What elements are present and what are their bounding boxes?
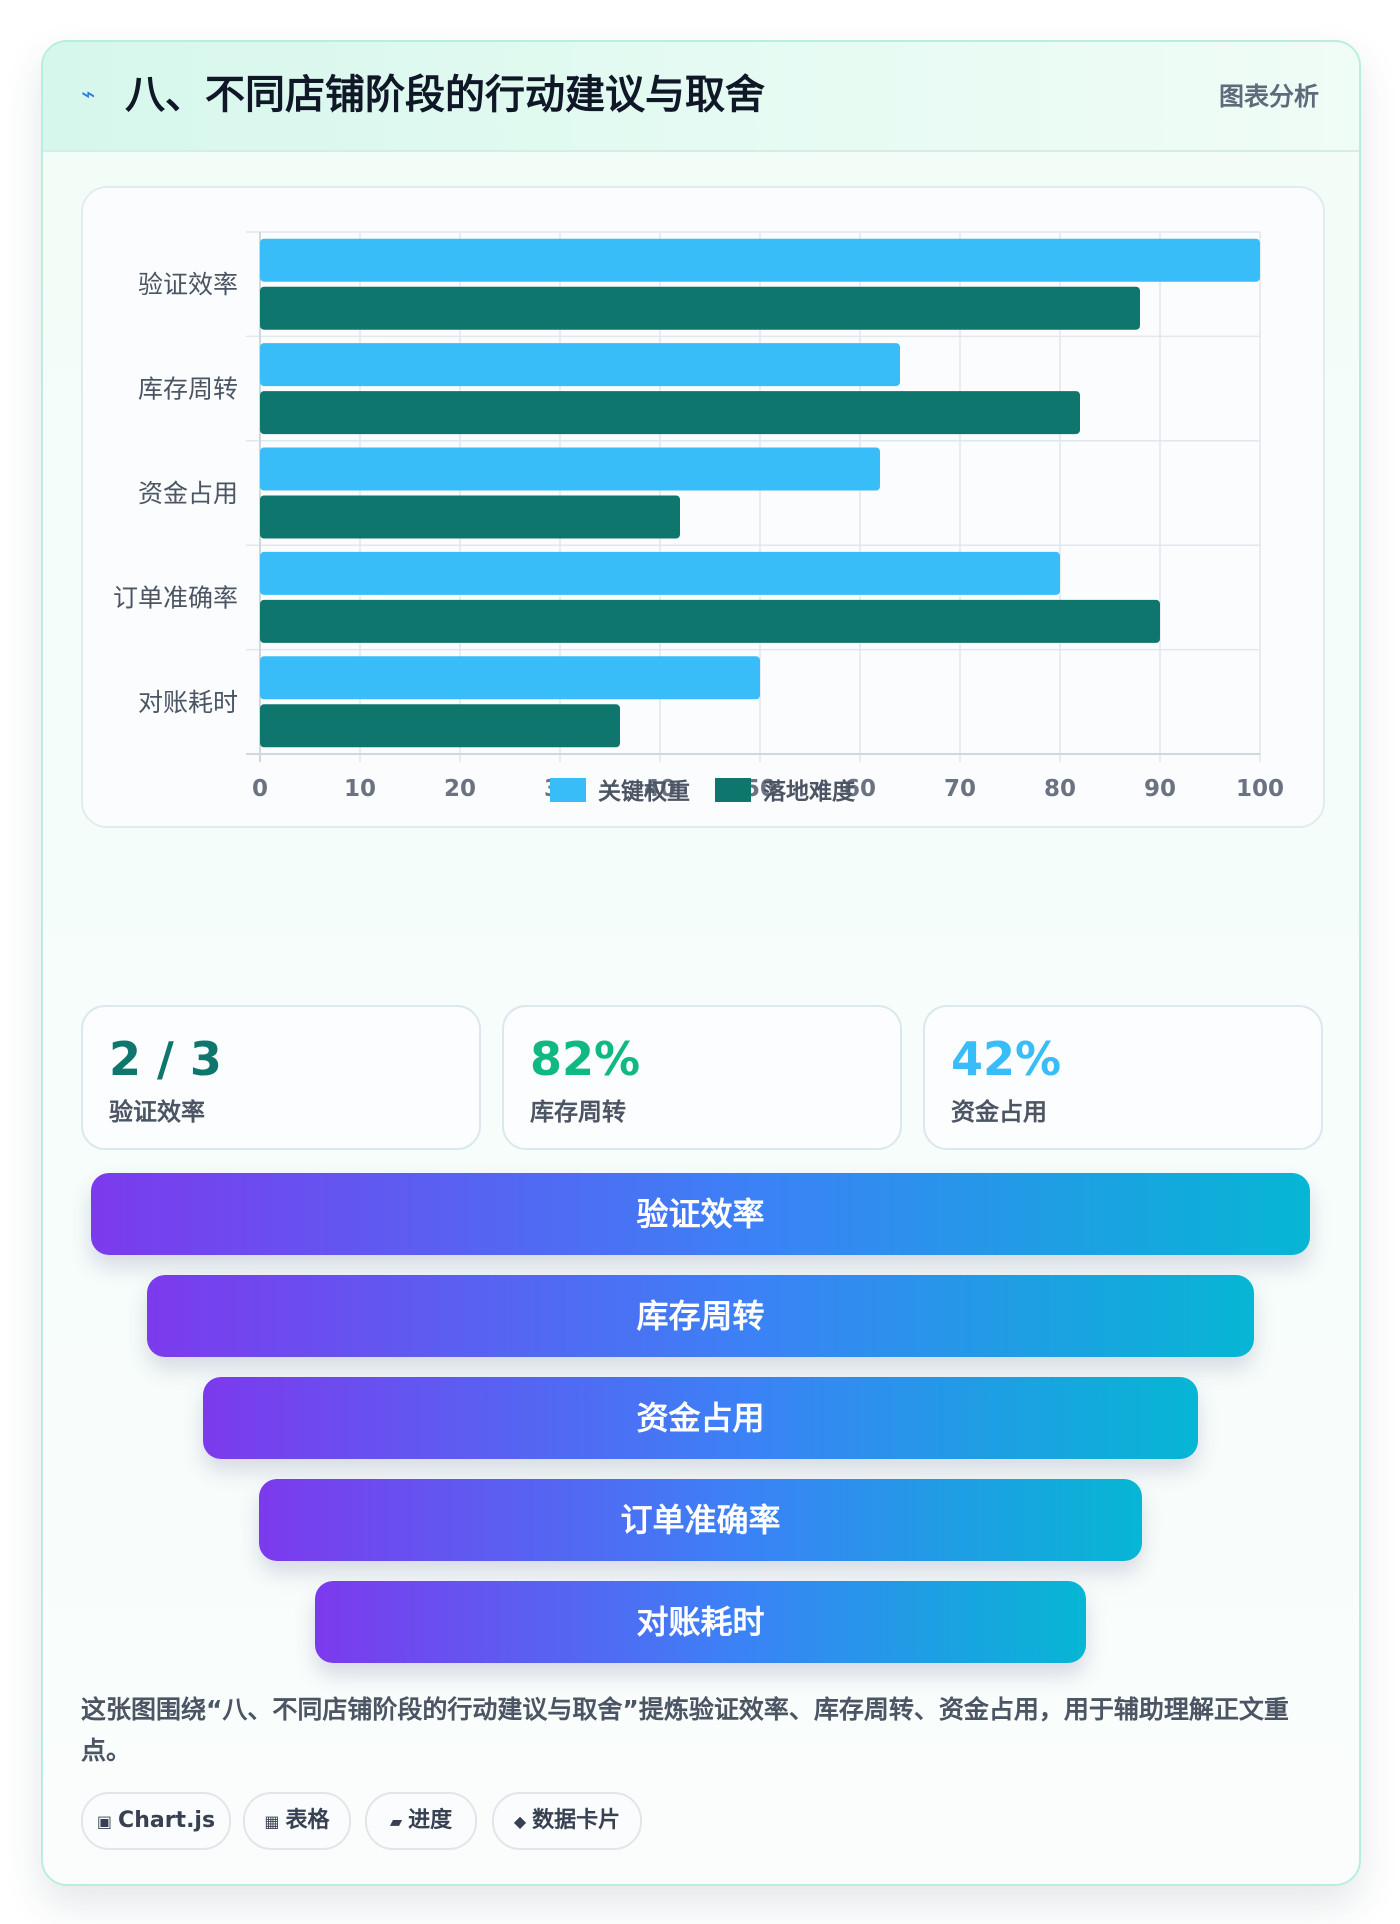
chip-chartjs[interactable]: ▣ Chart.js	[81, 1792, 231, 1850]
bar-key-weight	[260, 343, 900, 387]
stat-label: 验证效率	[109, 1098, 205, 1126]
stat-card: 2 / 3 验证效率	[81, 1005, 481, 1150]
legend-label: 关键权重	[598, 778, 690, 805]
chart-panel: 0102030405060708090100验证效率库存周转资金占用订单准确率对…	[81, 186, 1325, 828]
stat-label: 库存周转	[530, 1098, 626, 1126]
legend-swatch	[550, 778, 586, 802]
y-category-label: 订单准确率	[113, 583, 238, 612]
chart-analysis-tag: 图表分析	[1218, 82, 1319, 111]
chip-data-card[interactable]: ◆ 数据卡片	[492, 1792, 642, 1850]
bar-key-weight	[260, 447, 880, 491]
y-category-label: 资金占用	[138, 479, 238, 508]
legend-label: 落地难度	[763, 778, 856, 805]
card-header: ⌁ 八、不同店铺阶段的行动建议与取舍 图表分析	[43, 42, 1359, 152]
table-icon: ▦	[264, 1812, 280, 1831]
bar-difficulty	[260, 704, 620, 748]
stat-value: 82%	[530, 1032, 641, 1086]
stat-card: 42% 资金占用	[923, 1005, 1323, 1150]
data-card-icon: ◆	[513, 1812, 527, 1831]
x-tick-label: 80	[1044, 776, 1076, 802]
progress-icon: ▰	[389, 1812, 403, 1831]
bar-key-weight	[260, 551, 1060, 595]
x-tick-label: 90	[1144, 776, 1176, 802]
bar-key-weight	[260, 238, 1260, 282]
funnel-step: 资金占用	[203, 1377, 1198, 1459]
chip-label: 表格	[285, 1808, 330, 1833]
x-tick-label: 70	[944, 776, 976, 802]
y-category-label: 验证效率	[138, 270, 238, 299]
x-tick-label: 20	[444, 776, 476, 802]
bar-difficulty	[260, 286, 1140, 330]
x-tick-label: 40	[644, 776, 676, 802]
bar-difficulty	[260, 495, 680, 539]
funnel-step: 验证效率	[91, 1173, 1310, 1255]
chart-card: ⌁ 八、不同店铺阶段的行动建议与取舍 图表分析 0102030405060708…	[41, 40, 1361, 1886]
bar-key-weight	[260, 656, 760, 700]
x-tick-label: 100	[1236, 776, 1284, 802]
funnel-step: 对账耗时	[315, 1581, 1086, 1663]
lightning-icon: ⌁	[81, 80, 96, 108]
page-title: 八、不同店铺阶段的行动建议与取舍	[125, 72, 765, 118]
funnel-step: 库存周转	[147, 1275, 1254, 1357]
bar-difficulty	[260, 391, 1080, 435]
bar-chart: 0102030405060708090100验证效率库存周转资金占用订单准确率对…	[113, 231, 1284, 805]
chip-label: Chart.js	[118, 1808, 216, 1833]
chip-label: 进度	[408, 1808, 453, 1833]
stat-label: 资金占用	[951, 1098, 1047, 1126]
stat-card: 82% 库存周转	[502, 1005, 902, 1150]
chart-caption: 这张图围绕“八、不同店铺阶段的行动建议与取舍”提炼验证效率、库存周转、资金占用，…	[81, 1695, 1289, 1765]
x-tick-label: 60	[844, 776, 876, 802]
x-tick-label: 10	[344, 776, 376, 802]
stat-value: 42%	[951, 1032, 1062, 1086]
chip-label: 数据卡片	[532, 1808, 621, 1833]
chip-progress[interactable]: ▰ 进度	[365, 1792, 477, 1850]
legend-swatch	[715, 778, 751, 802]
stat-value: 2 / 3	[109, 1032, 222, 1086]
y-category-label: 对账耗时	[138, 688, 238, 717]
funnel-step: 订单准确率	[259, 1479, 1142, 1561]
chart-icon: ▣	[96, 1812, 113, 1831]
x-tick-label: 0	[252, 776, 268, 802]
bar-difficulty	[260, 599, 1160, 643]
y-category-label: 库存周转	[138, 375, 238, 404]
chip-table[interactable]: ▦ 表格	[243, 1792, 351, 1850]
